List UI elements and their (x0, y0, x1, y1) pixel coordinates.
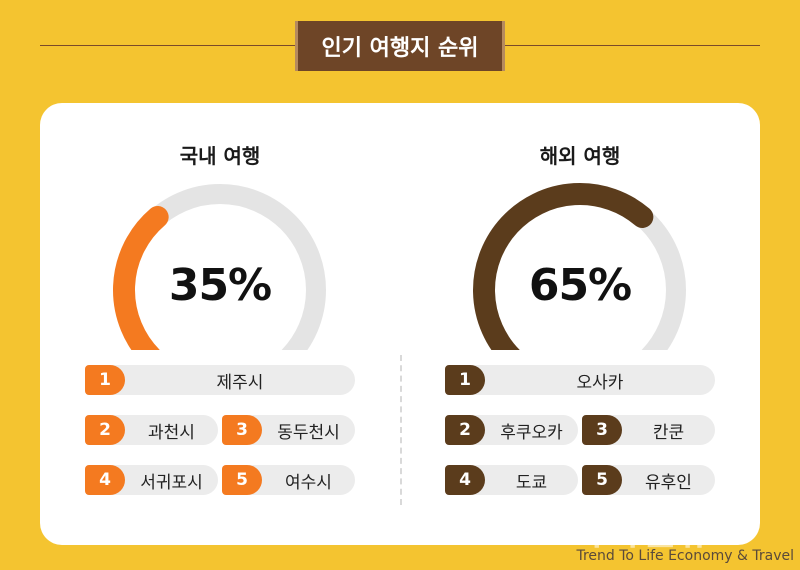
domestic-title: 국내 여행 (179, 144, 261, 168)
page-title: 인기 여행지 순위 (295, 21, 505, 71)
overseas-rank-4: 4 도쿄 (445, 465, 578, 495)
domestic-rank-3: 3 동두천시 (222, 415, 355, 445)
domestic-gauge (113, 184, 326, 350)
domestic-rank-1: 1 제주시 (85, 365, 355, 395)
destination-name: 과천시 (148, 422, 195, 443)
destination-name: 제주시 (216, 372, 264, 393)
destination-name: 여수시 (285, 472, 332, 493)
rank-number: 1 (445, 365, 485, 395)
rank-number: 1 (85, 365, 125, 395)
overseas-percent: 65% (528, 260, 632, 311)
overseas-rank-1: 1 오사카 (445, 365, 715, 395)
rank-number: 5 (582, 465, 622, 495)
destination-name: 서귀포시 (140, 472, 203, 493)
overseas-gauge-value (473, 183, 654, 350)
overseas-rank-5: 5 유후인 (582, 465, 715, 495)
destination-name: 후쿠오카 (500, 422, 563, 443)
destination-name: 도쿄 (515, 472, 548, 493)
rank-number: 3 (582, 415, 622, 445)
domestic-percent: 35% (168, 260, 272, 311)
overseas-title: 해외 여행 (539, 144, 621, 168)
rank-number: 4 (85, 465, 125, 495)
destination-name: 유후인 (645, 472, 692, 493)
section-divider (400, 355, 402, 505)
watermark-tagline: Trend To Life Economy & Travel (576, 548, 794, 564)
watermark-logo: 티티엘뉴스 (568, 509, 748, 553)
rank-number: 2 (85, 415, 125, 445)
rank-number: 4 (445, 465, 485, 495)
domestic-rank-5: 5 여수시 (222, 465, 355, 495)
overseas-rank-3: 3 칸쿤 (582, 415, 715, 445)
domestic-rank-2: 2 과천시 (85, 415, 218, 445)
overseas-rank-2: 2 후쿠오카 (445, 415, 578, 445)
destination-name: 칸쿤 (652, 422, 685, 443)
destination-name: 오사카 (576, 372, 624, 393)
rank-number: 2 (445, 415, 485, 445)
rank-number: 3 (222, 415, 262, 445)
destination-name: 동두천시 (277, 422, 340, 443)
domestic-rank-4: 4 서귀포시 (85, 465, 218, 495)
overseas-gauge (473, 183, 686, 350)
rank-number: 5 (222, 465, 262, 495)
domestic-gauge-value (113, 206, 169, 350)
